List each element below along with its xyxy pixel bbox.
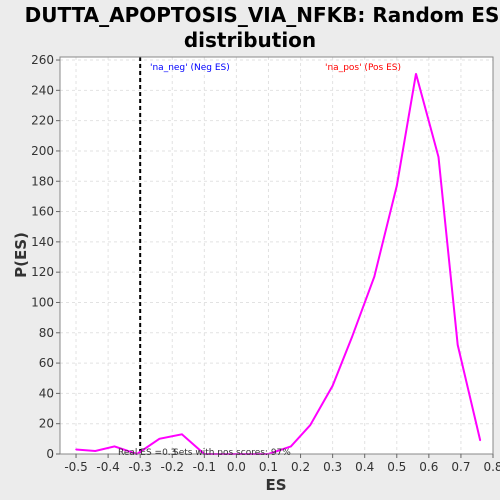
x-tick-label: 0.2	[291, 460, 310, 474]
data-point	[75, 448, 77, 451]
x-tick-label: -0.5	[64, 460, 87, 474]
x-tick-label: 0.0	[227, 460, 246, 474]
plot-area	[60, 57, 493, 454]
y-tick-label: 100	[31, 295, 54, 309]
neg-es-label: 'na_neg' (Neg ES)	[150, 63, 230, 73]
data-point	[331, 385, 334, 387]
data-point	[290, 445, 292, 448]
y-tick-label: 160	[31, 205, 54, 219]
x-tick-label: 0.4	[355, 460, 374, 474]
y-tick-label: 40	[39, 386, 54, 400]
axes: 0 20 40 60 80 100 120 140 160 180 200 220 240 260 -0.5…	[31, 53, 500, 474]
y-tick-label: 80	[39, 326, 54, 340]
x-tick-label: -0.2	[161, 460, 184, 474]
y-tick-label: 200	[31, 144, 54, 158]
data-point	[158, 438, 161, 440]
sets-pos-scores-text: Sets with pos scores: 97%	[173, 448, 291, 458]
data-point	[309, 424, 311, 427]
x-tick-label: 0.8	[483, 460, 500, 474]
x-axis-label: ES	[265, 476, 286, 494]
data-point	[373, 275, 376, 278]
x-tick-label: -0.3	[128, 460, 151, 474]
data-point	[181, 433, 183, 436]
data-point	[437, 156, 440, 158]
x-tick-label: 0.6	[419, 460, 438, 474]
data-point	[113, 445, 116, 448]
es-distribution-line	[75, 73, 482, 456]
x-tick-label: -0.4	[96, 460, 119, 474]
data-point	[479, 439, 481, 442]
pos-es-label: 'na_pos' (Pos ES)	[325, 63, 401, 73]
x-tick-label: 0.1	[259, 460, 278, 474]
y-tick-label: 140	[31, 235, 54, 249]
y-tick-label: 240	[31, 83, 54, 97]
chart-title-line1: DUTTA_APOPTOSIS_VIA_NFKB: Random ES	[25, 3, 500, 27]
y-tick-label: 0	[46, 447, 54, 461]
data-point	[415, 72, 417, 75]
grid	[60, 57, 494, 455]
chart-title-line2: distribution	[184, 28, 316, 52]
y-tick-label: 120	[31, 265, 54, 279]
y-tick-label: 20	[39, 417, 54, 431]
data-point	[456, 344, 459, 346]
y-axis-label: P(ES)	[12, 232, 30, 278]
real-es-text: Real ES =0.3	[118, 448, 176, 458]
data-point	[395, 184, 398, 187]
data-point	[94, 450, 97, 452]
x-tick-label: 0.3	[323, 460, 342, 474]
x-tick-label: 0.7	[451, 460, 470, 474]
y-tick-label: 180	[31, 174, 54, 188]
plot-border	[59, 56, 494, 455]
y-tick-label: 260	[31, 53, 54, 67]
y-tick-label: 220	[31, 114, 54, 128]
x-tick-label: -0.1	[193, 460, 216, 474]
x-tick-label: 0.5	[387, 460, 406, 474]
data-point	[351, 336, 353, 339]
y-tick-label: 60	[39, 356, 54, 370]
